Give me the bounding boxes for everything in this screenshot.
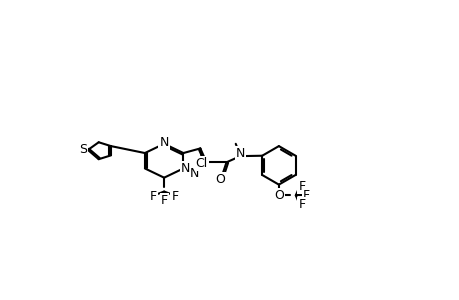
Text: N: N bbox=[159, 136, 168, 149]
Text: S: S bbox=[79, 143, 87, 157]
Text: O: O bbox=[274, 189, 283, 202]
Text: N: N bbox=[235, 147, 245, 160]
Text: N: N bbox=[181, 162, 190, 175]
Text: F: F bbox=[150, 190, 157, 203]
Text: F: F bbox=[171, 190, 178, 203]
Text: N: N bbox=[189, 167, 198, 180]
Text: F: F bbox=[298, 180, 305, 193]
Text: Cl: Cl bbox=[196, 157, 207, 170]
Text: F: F bbox=[160, 194, 168, 207]
Text: F: F bbox=[298, 198, 305, 211]
Text: O: O bbox=[215, 173, 225, 187]
Text: F: F bbox=[302, 189, 309, 202]
